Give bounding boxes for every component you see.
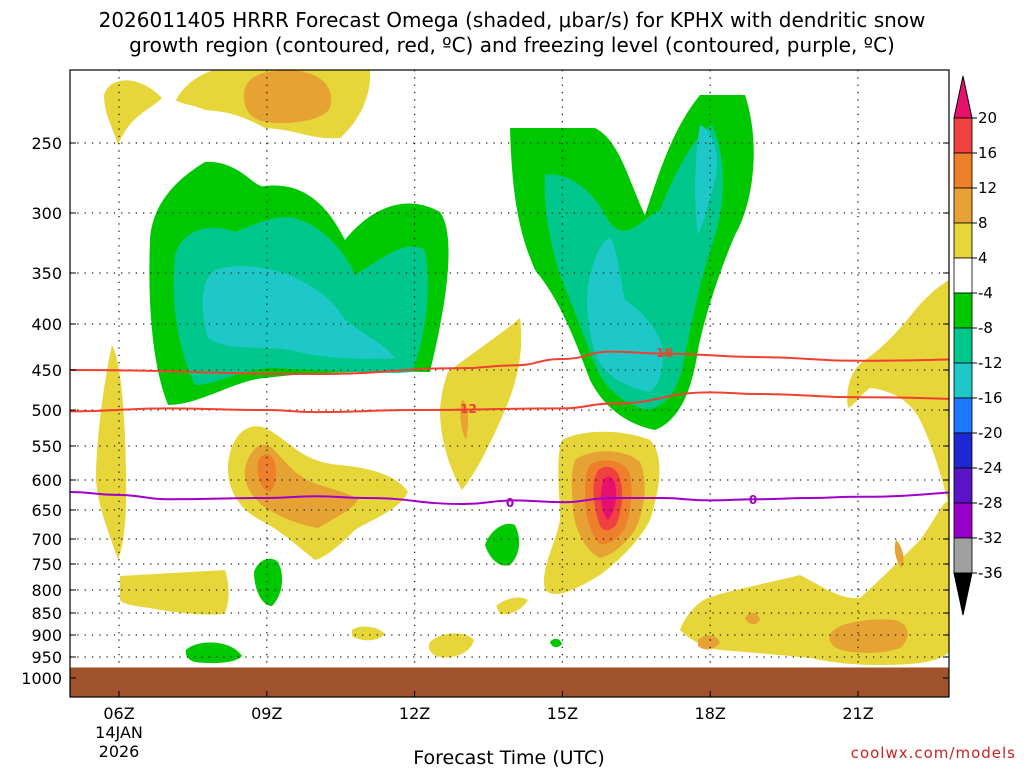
contour-dendritic-growth-top bbox=[70, 350, 949, 376]
omega-region-upper-right-narrow bbox=[695, 125, 718, 235]
colorbar-box bbox=[953, 117, 973, 154]
y-tick-label: 550 bbox=[31, 437, 62, 456]
colorbar-label: 8 bbox=[978, 214, 988, 232]
x-tick-date: 14JAN bbox=[95, 723, 143, 742]
colorbar-label: 12 bbox=[978, 179, 997, 197]
y-tick-label: 400 bbox=[31, 315, 62, 334]
x-axis-label: Forecast Time (UTC) bbox=[413, 747, 604, 768]
x-tick-label: 15Z bbox=[547, 704, 578, 723]
colorbar-box bbox=[953, 257, 973, 294]
omega-region-lower-descent-13z bbox=[428, 633, 474, 658]
contours bbox=[70, 350, 949, 506]
y-tick-label: 600 bbox=[31, 471, 62, 490]
colorbar-box bbox=[953, 502, 973, 539]
ground-below-surface bbox=[70, 667, 949, 697]
y-tick-label: 750 bbox=[31, 555, 62, 574]
colorbar-box bbox=[953, 152, 973, 189]
y-tick-label: 950 bbox=[31, 648, 62, 667]
credit-text: coolwx.com/models bbox=[851, 744, 1016, 762]
y-tick-label: 850 bbox=[31, 604, 62, 623]
omega-region-lower-descent-left bbox=[120, 570, 229, 615]
contour-freezing-level bbox=[70, 491, 949, 506]
colorbar-label: -4 bbox=[978, 284, 993, 302]
omega-region-small-descent-b bbox=[745, 612, 760, 625]
omega-region-top-descent-core bbox=[244, 70, 332, 124]
x-tick-label: 06Z bbox=[103, 704, 134, 723]
omega-region-small-descent-c bbox=[894, 540, 904, 568]
colorbar-label: -32 bbox=[978, 529, 1003, 547]
y-tick-label: 900 bbox=[31, 626, 62, 645]
colorbar: 20 16 12 8 4 -4 -8 -12 -16 -20 -24 -28 -32 -36 bbox=[953, 75, 1003, 616]
chart-title-line-2: growth region (contoured, red, ºC) and f… bbox=[129, 33, 895, 57]
contour-labels: -18 -12 0 0 bbox=[455, 346, 757, 510]
colorbar-box bbox=[953, 362, 973, 399]
x-tick-label: 09Z bbox=[251, 704, 282, 723]
omega-region-lower-descent-15z bbox=[496, 597, 528, 615]
colorbar-label: -24 bbox=[978, 459, 1003, 477]
y-tick-label: 350 bbox=[31, 264, 62, 283]
colorbar-label: -36 bbox=[978, 564, 1003, 582]
omega-region-low-level-descent-21z-core bbox=[829, 619, 908, 653]
contour-label-neg18: -18 bbox=[651, 346, 673, 360]
colorbar-label: 20 bbox=[978, 109, 997, 127]
colorbar-top-arrow bbox=[953, 75, 973, 119]
omega-region-small-ascent-3 bbox=[185, 642, 242, 664]
colorbar-label: 16 bbox=[978, 144, 997, 162]
omega-shading bbox=[96, 70, 949, 665]
plot-area bbox=[70, 70, 949, 697]
y-tick-label: 800 bbox=[31, 581, 62, 600]
y-tick-label: 450 bbox=[31, 361, 62, 380]
colorbar-label: -8 bbox=[978, 319, 993, 337]
omega-region-small-ascent-2 bbox=[254, 558, 283, 606]
colorbar-box bbox=[953, 397, 973, 434]
contour-label-zero-a: 0 bbox=[506, 496, 514, 510]
omega-region-upper-left-ascent-core bbox=[202, 266, 395, 359]
contour-label-neg12: -12 bbox=[455, 402, 477, 416]
colorbar-box bbox=[953, 292, 973, 329]
plot-frame bbox=[69, 69, 950, 698]
colorbar-box bbox=[953, 432, 973, 469]
colorbar-bottom-arrow bbox=[953, 572, 973, 616]
y-tick-label: 650 bbox=[31, 501, 62, 520]
omega-region-upper-right-edge-descent bbox=[847, 280, 949, 505]
colorbar-box bbox=[953, 187, 973, 224]
contour-label-zero-b: 0 bbox=[749, 493, 757, 507]
x-tick-label: 12Z bbox=[399, 704, 430, 723]
omega-region-column-descent-13z bbox=[440, 318, 522, 490]
chart-title-line-1: 2026011405 HRRR Forecast Omega (shaded, … bbox=[99, 8, 926, 32]
omega-region-upper-left-descent bbox=[104, 80, 162, 145]
x-tick-label: 21Z bbox=[842, 704, 873, 723]
colorbar-label: -16 bbox=[978, 389, 1003, 407]
colorbar-label: 4 bbox=[978, 249, 988, 267]
omega-region-small-ascent-4 bbox=[550, 638, 562, 648]
x-tick-year: 2026 bbox=[99, 742, 140, 761]
omega-region-small-ascent-1 bbox=[485, 523, 520, 566]
omega-region-small-descent-a bbox=[698, 635, 720, 650]
omega-region-midlevel-descent-09z-core bbox=[257, 454, 277, 492]
omega-region-low-level-descent-21z bbox=[680, 500, 949, 665]
colorbar-box bbox=[953, 467, 973, 504]
contour-dendritic-growth-bottom bbox=[70, 391, 949, 414]
y-tick-label: 500 bbox=[31, 401, 62, 420]
colorbar-label: -20 bbox=[978, 424, 1003, 442]
colorbar-box bbox=[953, 222, 973, 259]
y-tick-label: 700 bbox=[31, 530, 62, 549]
y-axis: 250 300 350 400 450 500 550 600 650 700 750 800 850 9… bbox=[21, 134, 949, 688]
y-tick-label: 250 bbox=[31, 134, 62, 153]
colorbar-box bbox=[953, 327, 973, 364]
colorbar-label: -28 bbox=[978, 494, 1003, 512]
colorbar-box bbox=[953, 537, 973, 574]
omega-region-lower-descent-mid bbox=[352, 626, 385, 641]
omega-region-upper-right-ascent-mid bbox=[544, 125, 723, 410]
colorbar-label: -12 bbox=[978, 354, 1003, 372]
x-tick-label: 18Z bbox=[695, 704, 726, 723]
y-tick-label: 1000 bbox=[21, 669, 62, 688]
omega-region-left-thin-descent bbox=[96, 345, 127, 560]
y-tick-label: 300 bbox=[31, 204, 62, 223]
